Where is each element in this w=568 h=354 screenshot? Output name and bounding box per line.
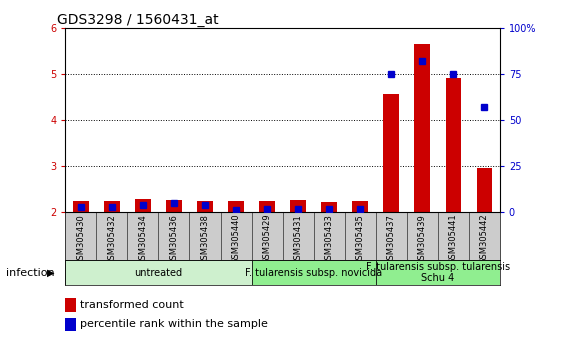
Bar <box>228 201 244 212</box>
Bar <box>321 202 337 212</box>
Text: GSM305438: GSM305438 <box>201 214 210 265</box>
Text: GSM305436: GSM305436 <box>169 214 178 265</box>
Bar <box>445 78 461 212</box>
Text: GSM305434: GSM305434 <box>139 214 148 264</box>
Text: F. tularensis subsp. novicida: F. tularensis subsp. novicida <box>245 268 382 278</box>
Text: GSM305435: GSM305435 <box>356 214 365 264</box>
Text: GSM305432: GSM305432 <box>107 214 116 264</box>
Bar <box>383 94 399 212</box>
Text: GSM305431: GSM305431 <box>294 214 303 264</box>
Bar <box>104 201 120 212</box>
Bar <box>135 199 151 212</box>
Bar <box>166 200 182 212</box>
Text: GSM305439: GSM305439 <box>417 214 427 264</box>
Text: GSM305437: GSM305437 <box>387 214 396 265</box>
Text: transformed count: transformed count <box>80 300 183 310</box>
Bar <box>260 201 275 212</box>
Bar <box>477 168 492 212</box>
Text: GSM305441: GSM305441 <box>449 214 458 264</box>
Bar <box>73 201 89 212</box>
Text: GSM305433: GSM305433 <box>325 214 333 265</box>
Bar <box>415 45 430 212</box>
Text: GSM305430: GSM305430 <box>76 214 85 264</box>
Bar <box>352 201 368 212</box>
Bar <box>65 260 252 285</box>
Text: infection: infection <box>6 268 55 278</box>
Bar <box>290 200 306 212</box>
Text: GSM305440: GSM305440 <box>232 214 240 264</box>
Text: GSM305429: GSM305429 <box>262 214 272 264</box>
Text: percentile rank within the sample: percentile rank within the sample <box>80 319 268 329</box>
Text: ▶: ▶ <box>47 268 54 278</box>
Text: GSM305442: GSM305442 <box>480 214 489 264</box>
Text: GDS3298 / 1560431_at: GDS3298 / 1560431_at <box>57 13 218 27</box>
Bar <box>197 201 213 212</box>
Text: untreated: untreated <box>135 268 182 278</box>
Text: F. tularensis subsp. tularensis
Schu 4: F. tularensis subsp. tularensis Schu 4 <box>366 262 510 284</box>
Bar <box>375 260 500 285</box>
Bar <box>252 260 375 285</box>
